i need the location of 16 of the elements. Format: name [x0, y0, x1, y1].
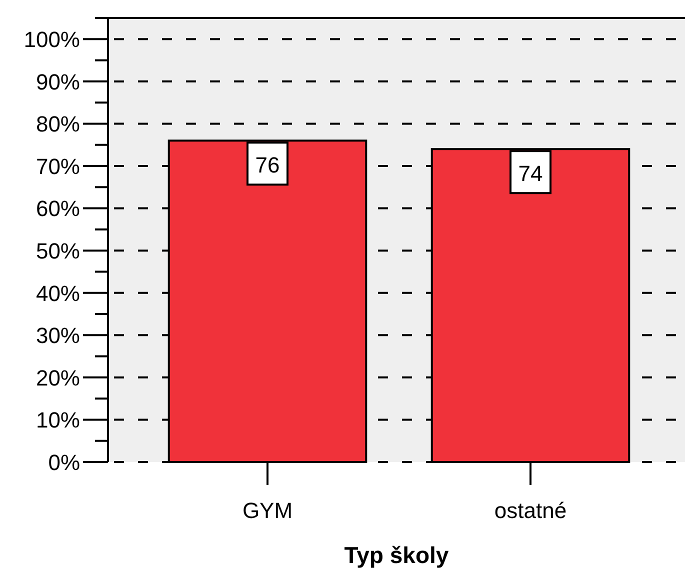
y-tick-label: 100% — [24, 27, 80, 52]
y-tick-label: 10% — [36, 408, 80, 433]
x-axis-title: Typ školy — [344, 542, 449, 568]
y-tick-label: 60% — [36, 196, 80, 222]
y-tick-label: 80% — [36, 112, 80, 137]
y-tick-label: 70% — [36, 154, 80, 179]
y-tick-label: 40% — [36, 280, 80, 306]
y-tick-label: 90% — [36, 69, 80, 94]
y-tick-label: 30% — [36, 323, 80, 348]
y-tick-label: 20% — [36, 365, 80, 390]
x-tick-label: ostatné — [494, 498, 567, 523]
data-label: 74 — [518, 161, 543, 186]
y-tick-label: 0% — [48, 450, 80, 475]
data-label: 76 — [255, 152, 280, 178]
y-tick-label: 50% — [36, 238, 80, 264]
x-tick-label: GYM — [242, 498, 293, 523]
